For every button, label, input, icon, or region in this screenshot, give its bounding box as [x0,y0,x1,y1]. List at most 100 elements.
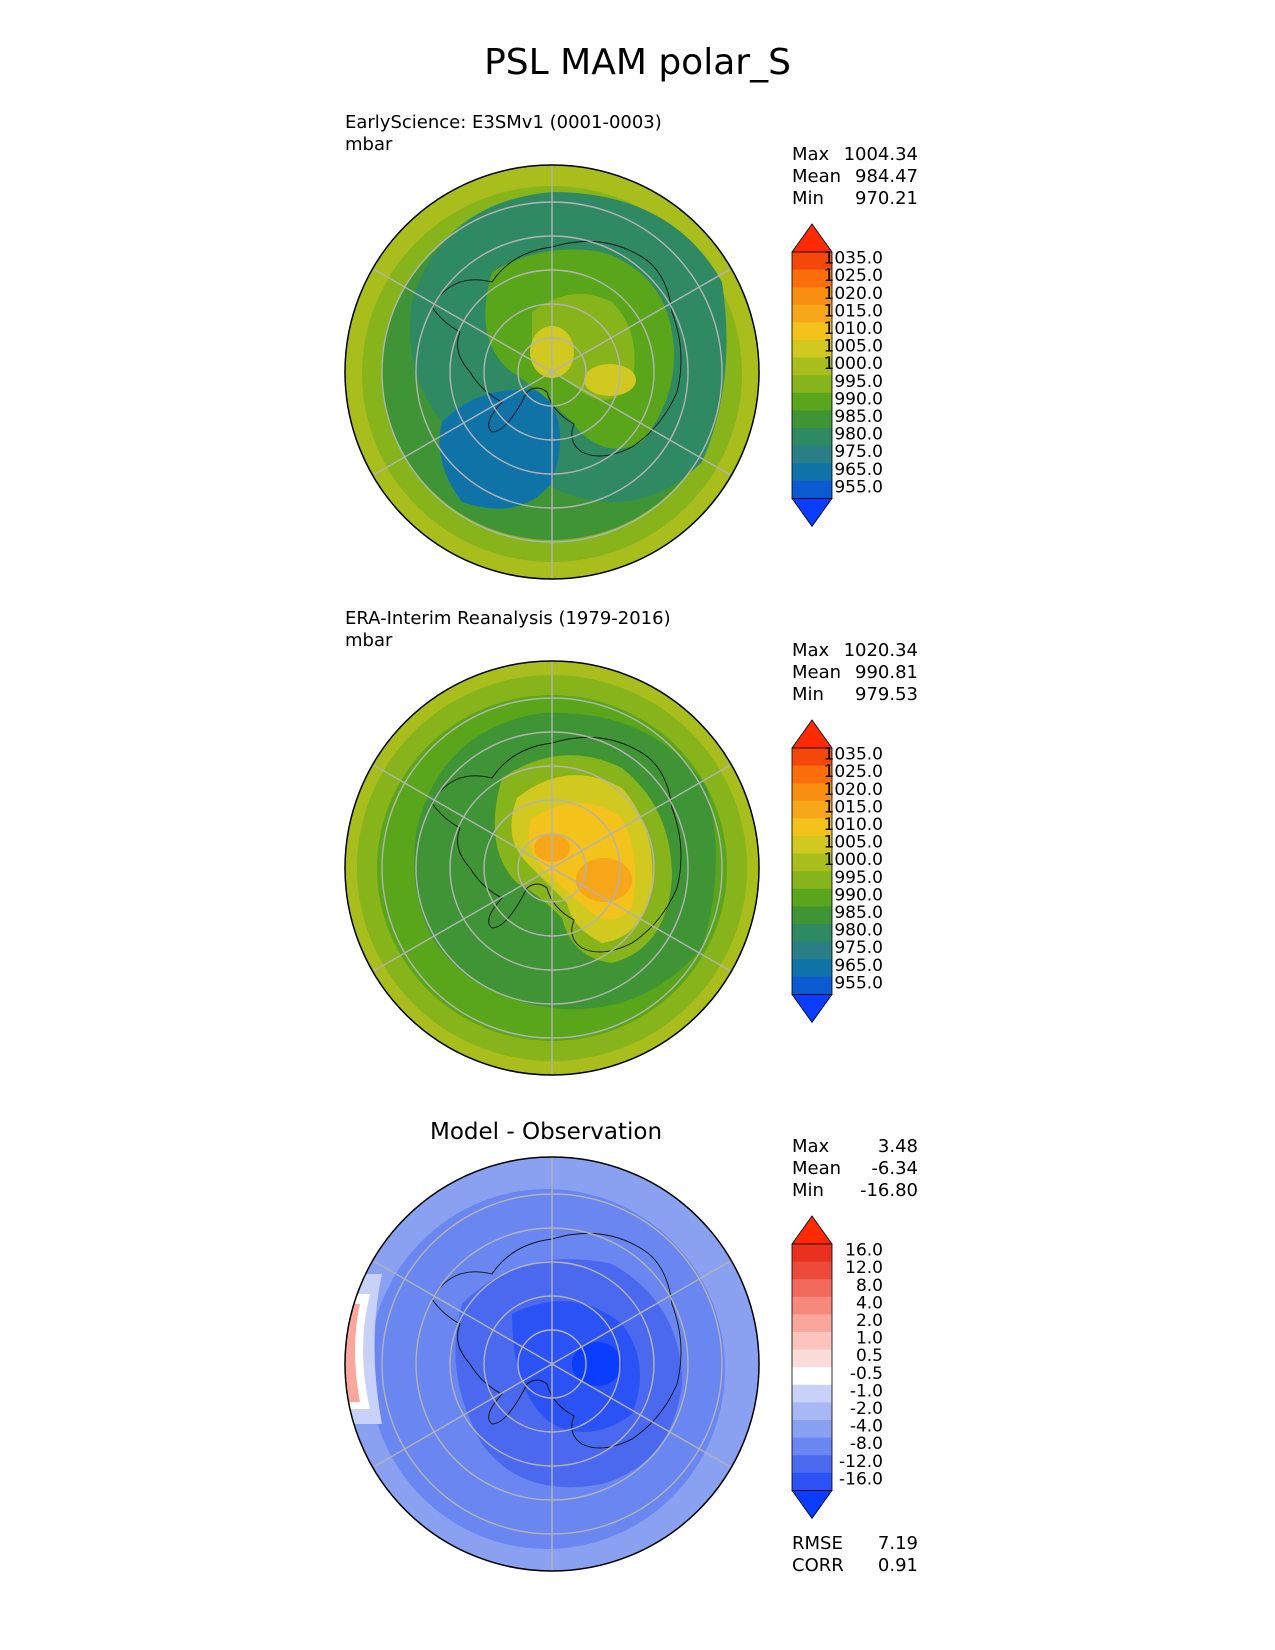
colorbar-tick-label: -4.0 [850,1417,883,1437]
colorbar-segment [792,304,832,323]
colorbar-tick-label: -8.0 [850,1434,883,1454]
colorbar-extend-min [791,497,833,528]
panel-2-units: mbar [345,630,393,651]
graticule [369,165,735,579]
colorbar-tick-label: 955.0 [834,973,883,993]
colorbar-tick-label: 995.0 [834,372,883,392]
colorbar-segment [792,888,832,907]
panel-1-colorbar: 1035.01025.01020.01015.01010.01005.01000… [791,223,883,528]
stat-value: 3.48 [877,1136,918,1157]
metric-value: 0.91 [877,1555,918,1576]
colorbar-tick-label: 980.0 [834,921,883,941]
colorbar-segment [792,1279,832,1298]
panel-2-title: ERA-Interim Reanalysis (1979-2016) mbar [345,608,671,652]
colorbar-tick-label: 1015.0 [824,301,883,321]
panel-1-units: mbar [345,134,393,155]
colorbar-tick-label: 4.0 [856,1293,883,1313]
panel-2-polar-map [344,660,760,1076]
colorbar-tick-label: 8.0 [856,1276,883,1296]
panel-3-stats: Max 3.48 Mean -6.34 Min -16.80 [792,1136,918,1202]
colorbar-segment [792,1402,832,1421]
stat-label: Mean [792,166,842,187]
colorbar-segment [792,1332,832,1350]
panel-1-polar-map [344,164,760,580]
stat-value: 1004.34 [843,144,918,165]
colorbar-tick-label: -16.0 [839,1469,883,1489]
stat-label: Min [792,684,824,705]
stat-label: Mean [792,662,842,683]
colorbar-tick-label: 975.0 [834,442,883,462]
colorbar-segment [792,1384,832,1403]
colorbar-segment [792,269,832,288]
colorbar-segment [792,1244,832,1262]
colorbar-tick-label: 0.5 [856,1346,883,1366]
colorbar-segment [792,1367,832,1386]
stat-label: Mean [792,1158,842,1179]
colorbar-outline [791,1243,833,1491]
map-boundary [344,660,760,1076]
colorbar-segment [792,941,832,960]
colorbar-tick-label: 985.0 [834,407,883,427]
colorbar-segment [792,392,832,411]
colorbar-tick-label: 12.0 [845,1258,883,1278]
stat-value: 970.21 [855,188,918,209]
colorbar-tick-label: 995.0 [834,868,883,888]
colorbar-tick-label: 1020.0 [824,780,883,800]
stat-value: -6.34 [871,1158,918,1179]
colorbar-segment [792,322,832,341]
panel-2-name: ERA-Interim Reanalysis (1979-2016) [345,608,671,629]
colorbar-tick-label: 980.0 [834,425,883,445]
colorbar-segment [792,1472,832,1491]
metric-value: 7.19 [877,1533,918,1554]
stat-value: 1020.34 [843,640,918,661]
colorbar-tick-label: 2.0 [856,1311,883,1331]
colorbar-segment [792,1420,832,1438]
colorbar-outline [791,747,833,995]
colorbar-segment [792,1455,832,1474]
antarctica-coastline [431,1232,682,1449]
stat-value: 984.47 [855,166,918,187]
colorbar-tick-label: 1010.0 [824,815,883,835]
panel-3-metrics: RMSE 7.19 CORR 0.91 [792,1533,918,1577]
panel-1-title: EarlyScience: E3SMv1 (0001-0003) mbar [345,112,662,156]
colorbar-segment [792,1349,832,1368]
metric-label: RMSE [792,1533,843,1554]
colorbar-tick-label: 975.0 [834,938,883,958]
panel-2-stats: Max 1020.34 Mean 990.81 Min 979.53 [792,640,918,706]
colorbar-extend-max [791,1215,833,1245]
stat-label: Min [792,188,824,209]
colorbar-segment [792,1261,832,1280]
colorbar-segment [792,410,832,429]
colorbar-segment [792,287,832,306]
colorbar-tick-label: -2.0 [850,1399,883,1419]
colorbar-segment [792,800,832,819]
colorbar-tick-label: 1000.0 [824,354,883,374]
stat-label: Max [792,640,830,661]
colorbar-segment [792,871,832,890]
colorbar-extend-min [791,993,833,1024]
colorbar-tick-label: 990.0 [834,389,883,409]
colorbar-segment [792,924,832,942]
colorbar-tick-label: 1015.0 [824,797,883,817]
map-boundary [344,164,760,580]
colorbar-tick-label: 1020.0 [824,284,883,304]
colorbar-tick-label: 965.0 [834,956,883,976]
colorbar-tick-label: 955.0 [834,477,883,497]
colorbar-segment [792,818,832,837]
colorbar-segment [792,357,832,376]
colorbar-tick-label: 1005.0 [824,337,883,357]
panel-1-name: EarlyScience: E3SMv1 (0001-0003) [345,112,662,133]
colorbar-segment [792,906,832,925]
colorbar-tick-label: -12.0 [839,1452,883,1472]
colorbar-segment [792,1314,832,1333]
colorbar-segment [792,976,832,995]
colorbar-segment [792,1437,832,1456]
colorbar-tick-label: 1035.0 [824,745,883,765]
map-boundary [344,1156,760,1572]
colorbar-tick-label: 1035.0 [824,249,883,269]
panel-2-colorbar: 1035.01025.01020.01015.01010.01005.01000… [791,719,883,1024]
colorbar-tick-label: -1.0 [850,1381,883,1401]
field-peak [584,364,636,396]
colorbar-tick-label: 985.0 [834,903,883,923]
colorbar-outline [791,251,833,499]
